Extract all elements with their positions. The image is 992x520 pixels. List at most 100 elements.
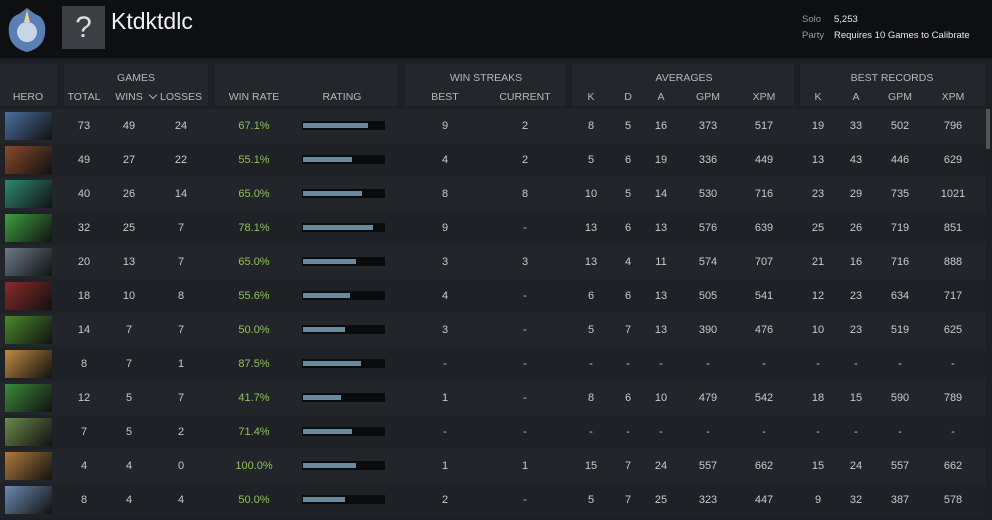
- cell: 7: [177, 324, 185, 336]
- cell: 32: [849, 494, 863, 506]
- column-label: D: [624, 91, 632, 103]
- top-bar: [0, 0, 992, 58]
- cell: 6: [624, 222, 632, 234]
- cell: 446: [890, 154, 910, 166]
- column-label: K: [814, 91, 822, 103]
- cell: 24: [174, 120, 188, 132]
- cell: 2: [521, 120, 529, 132]
- cell: 12: [77, 392, 91, 404]
- cell: 4: [125, 460, 133, 472]
- cell: 18: [811, 392, 825, 404]
- cell: 40: [77, 188, 91, 200]
- cell: 789: [943, 392, 963, 404]
- cell: -: [951, 426, 955, 438]
- group-label: WIN STREAKS: [449, 72, 523, 84]
- cell: 629: [943, 154, 963, 166]
- cell: 576: [698, 222, 718, 234]
- column-label: K: [587, 91, 595, 103]
- cell: -: [854, 358, 858, 370]
- cell: 5: [125, 426, 133, 438]
- cell: 14: [77, 324, 91, 336]
- cell: 11: [655, 256, 667, 268]
- cell: 557: [890, 460, 910, 472]
- cell: 3: [441, 256, 449, 268]
- cell: 1: [177, 358, 185, 370]
- hero-portrait: [5, 316, 52, 344]
- cell: 4: [80, 460, 88, 472]
- cell: 634: [890, 290, 910, 302]
- cell: 24: [654, 460, 668, 472]
- cell: -: [626, 426, 630, 438]
- cell: -: [898, 426, 902, 438]
- cell: 662: [754, 460, 774, 472]
- cell: 43: [849, 154, 863, 166]
- cell: -: [523, 324, 527, 336]
- cell: 7: [125, 324, 133, 336]
- avatar-placeholder: ?: [62, 6, 105, 49]
- cell: 33: [849, 120, 863, 132]
- cell: 15: [811, 460, 825, 472]
- cell: 12: [811, 290, 825, 302]
- column-label: TOTAL: [67, 91, 101, 103]
- hero-portrait: [5, 146, 52, 174]
- column-label: CURRENT: [499, 91, 551, 103]
- cell: 9: [814, 494, 822, 506]
- column-label: LOSSES: [159, 91, 203, 103]
- rating-bar: [303, 497, 346, 502]
- cell: 25: [654, 494, 668, 506]
- cell: 888: [943, 256, 963, 268]
- cell: 2: [521, 154, 529, 166]
- table-row: [0, 279, 985, 313]
- cell: 19: [654, 154, 668, 166]
- cell: -: [659, 426, 663, 438]
- cell: 7: [125, 358, 133, 370]
- cell: 4: [125, 494, 133, 506]
- column-label: RATING: [322, 91, 362, 103]
- cell: 7: [624, 460, 632, 472]
- cell: 5: [624, 188, 632, 200]
- table-row: [0, 347, 985, 381]
- column-label: XPM: [941, 91, 965, 103]
- rank-medal: [8, 8, 46, 52]
- table-row: [0, 483, 985, 517]
- cell: 519: [890, 324, 910, 336]
- cell: 65.0%: [238, 256, 270, 268]
- cell: 13: [122, 256, 136, 268]
- rating-bar: [303, 429, 353, 434]
- cell: -: [523, 358, 527, 370]
- rating-bar: [303, 361, 361, 366]
- header-group-box: [572, 64, 794, 106]
- rating-bar: [303, 225, 374, 230]
- rating-bar: [303, 123, 368, 128]
- cell: 639: [754, 222, 774, 234]
- cell: 71.4%: [238, 426, 270, 438]
- cell: -: [589, 426, 593, 438]
- cell: 10: [584, 188, 598, 200]
- cell: -: [816, 358, 820, 370]
- cell: 23: [849, 324, 863, 336]
- cell: 13: [584, 222, 598, 234]
- cell: -: [523, 494, 527, 506]
- cell: 32: [77, 222, 91, 234]
- cell: 18: [77, 290, 91, 302]
- player-name: Ktdktdlc: [111, 8, 193, 34]
- cell: 8: [80, 358, 88, 370]
- cell: 19: [811, 120, 825, 132]
- solo-label: Solo: [802, 14, 822, 25]
- cell: 7: [624, 494, 632, 506]
- table-row: [0, 211, 985, 245]
- cell: -: [523, 392, 527, 404]
- cell: 73: [77, 120, 91, 132]
- cell: 1: [441, 392, 449, 404]
- group-label: AVERAGES: [655, 72, 713, 84]
- cell: 7: [80, 426, 88, 438]
- cell: 5: [125, 392, 133, 404]
- cell: 78.1%: [238, 222, 270, 234]
- cell: 21: [811, 256, 825, 268]
- table-row: [0, 177, 985, 211]
- cell: 14: [654, 188, 668, 200]
- cell: 4: [441, 154, 449, 166]
- cell: -: [589, 358, 593, 370]
- cell: 26: [122, 188, 136, 200]
- cell: 6: [624, 154, 632, 166]
